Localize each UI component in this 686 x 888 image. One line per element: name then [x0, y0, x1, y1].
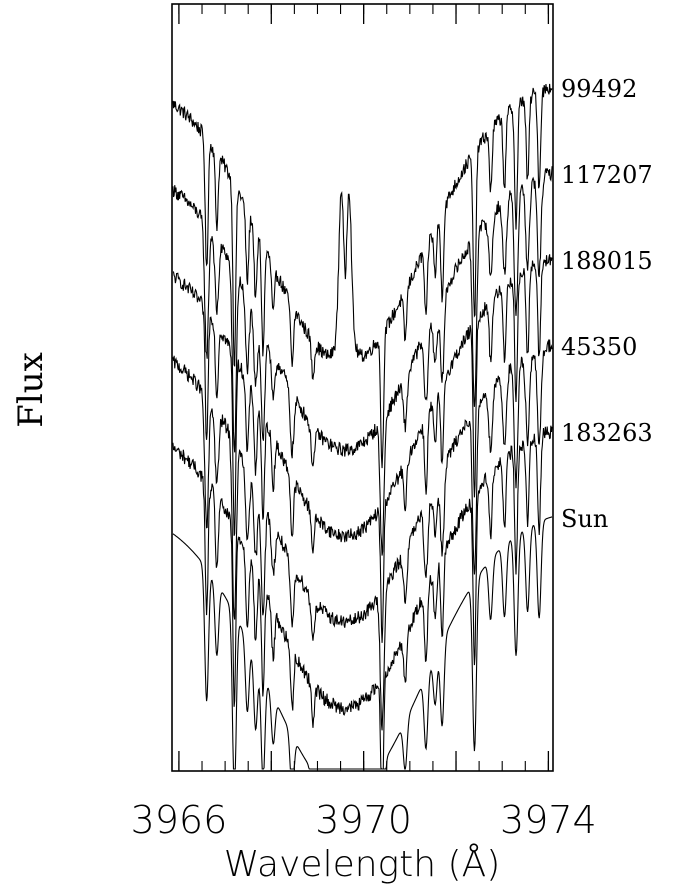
- x-tick-label: 3970: [315, 798, 412, 842]
- x-tick-label: 3974: [500, 798, 597, 842]
- series-label-117207: 117207: [561, 161, 653, 189]
- series-label-183263: 183263: [561, 419, 653, 447]
- spectrum-line-183263: [172, 425, 553, 770]
- major-ticks: [178, 4, 550, 771]
- spectrum-line-45350: [172, 338, 553, 731]
- series-label-sun: Sun: [561, 505, 608, 533]
- spectrum-line-117207: [172, 166, 553, 556]
- spectrum-line-sun: [172, 516, 553, 770]
- series-label-45350: 45350: [561, 333, 637, 361]
- x-tick-label: 3966: [131, 798, 228, 842]
- spectrum-line-99492: [172, 83, 553, 469]
- series-label-99492: 99492: [561, 75, 637, 103]
- x-tick-labels: 3966 3970 3974: [131, 798, 597, 842]
- y-axis-title: Flux: [11, 352, 51, 428]
- plot-frame: [171, 3, 554, 772]
- spectra-lines: [172, 83, 553, 770]
- series-labels: 99492 117207 188015 45350 183263 Sun: [561, 75, 653, 533]
- x-axis-title: Wavelength (Å): [224, 843, 500, 885]
- minor-ticks: [178, 4, 549, 771]
- spectrum-line-188015: [172, 254, 553, 643]
- series-label-188015: 188015: [561, 247, 653, 275]
